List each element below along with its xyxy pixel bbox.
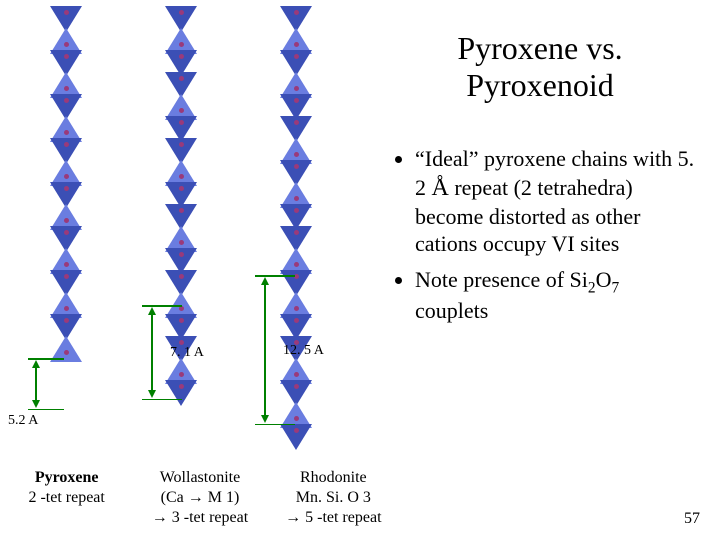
pyroxene-dimension: 5.2 A [10, 358, 65, 410]
bullet-2: Note presence of Si2O7 couplets [415, 266, 695, 325]
chain-captions: Pyroxene 2 -tet repeat Wollastonite (Ca … [0, 468, 400, 528]
title-line-1: Pyroxene vs. [457, 30, 622, 66]
rhodonite-caption: Rhodonite Mn. Si. O 3 → 5 -tet repeat [273, 468, 393, 528]
bullet-list: “Ideal” pyroxene chains with 5. 2 Å repe… [395, 145, 695, 333]
rhodonite-dim-label: 12. 5 A [283, 343, 324, 359]
wollastonite-dim-label: 7. 1 A [170, 345, 204, 361]
slide-title: Pyroxene vs. Pyroxenoid [400, 30, 680, 104]
pyroxene-caption: Pyroxene 2 -tet repeat [7, 468, 127, 528]
wollastonite-caption: Wollastonite (Ca → M 1) → 3 -tet repeat [140, 468, 260, 528]
wollastonite-dimension: 7. 1 A [132, 305, 182, 400]
diagram-area: 5.2 A 7. 1 A 12. 5 A [10, 10, 400, 540]
slide-number: 57 [684, 510, 700, 528]
pyroxene-dim-label: 5.2 A [8, 413, 38, 429]
bullet-1: “Ideal” pyroxene chains with 5. 2 Å repe… [415, 145, 695, 258]
rhodonite-dimension: 12. 5 A [245, 275, 295, 425]
pyroxene-chain [50, 10, 82, 362]
title-line-2: Pyroxenoid [466, 67, 614, 103]
